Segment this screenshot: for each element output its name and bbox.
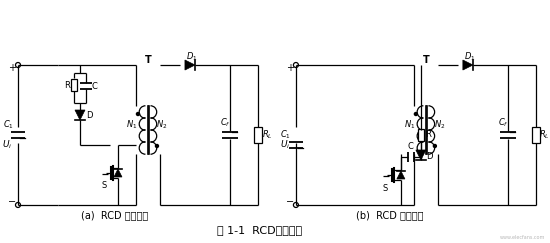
Circle shape (156, 145, 158, 148)
Text: S: S (382, 184, 388, 193)
Circle shape (414, 113, 417, 115)
Text: T: T (145, 55, 151, 65)
Circle shape (136, 113, 140, 115)
Text: $C_f$: $C_f$ (498, 117, 508, 129)
Text: +: + (8, 63, 16, 73)
Circle shape (433, 145, 436, 148)
Polygon shape (397, 171, 405, 179)
Text: $D_1$: $D_1$ (464, 51, 476, 63)
Text: −: − (286, 197, 294, 207)
Text: $D_1$: $D_1$ (186, 51, 198, 63)
Text: T: T (422, 55, 429, 65)
Polygon shape (75, 110, 85, 120)
Text: R: R (425, 130, 431, 139)
Text: $N_1$: $N_1$ (404, 119, 416, 131)
Text: −: − (8, 197, 16, 207)
Text: $U_i$: $U_i$ (280, 139, 290, 151)
Text: www.elecfans.com: www.elecfans.com (499, 235, 545, 241)
Text: $U_i$: $U_i$ (2, 139, 12, 151)
Text: C: C (408, 142, 414, 151)
Polygon shape (416, 150, 426, 160)
Bar (71, 79, 77, 91)
Text: $C_f$: $C_f$ (219, 117, 230, 129)
Text: $N_2$: $N_2$ (434, 119, 446, 131)
Text: (a)  RCD 箝位电路: (a) RCD 箝位电路 (81, 210, 148, 220)
Text: +: + (286, 63, 294, 73)
Bar (532, 127, 540, 143)
Text: D: D (426, 153, 432, 162)
Text: 图 1-1  RCD吸收电路: 图 1-1 RCD吸收电路 (217, 225, 302, 235)
Text: D: D (86, 111, 92, 120)
Text: C: C (91, 81, 97, 90)
Text: $C_1$: $C_1$ (280, 129, 292, 141)
Bar (254, 127, 262, 143)
Text: $N_2$: $N_2$ (156, 119, 168, 131)
Text: S: S (101, 182, 107, 191)
Polygon shape (185, 60, 195, 70)
Text: $R_L$: $R_L$ (262, 129, 272, 141)
Text: R: R (64, 80, 70, 89)
Bar (418, 129, 424, 141)
Text: $C_1$: $C_1$ (3, 119, 14, 131)
Text: (b)  RCD 缓冲电路: (b) RCD 缓冲电路 (356, 210, 424, 220)
Text: $R_L$: $R_L$ (540, 129, 550, 141)
Polygon shape (463, 60, 473, 70)
Text: $N_1$: $N_1$ (126, 119, 138, 131)
Polygon shape (114, 169, 122, 177)
